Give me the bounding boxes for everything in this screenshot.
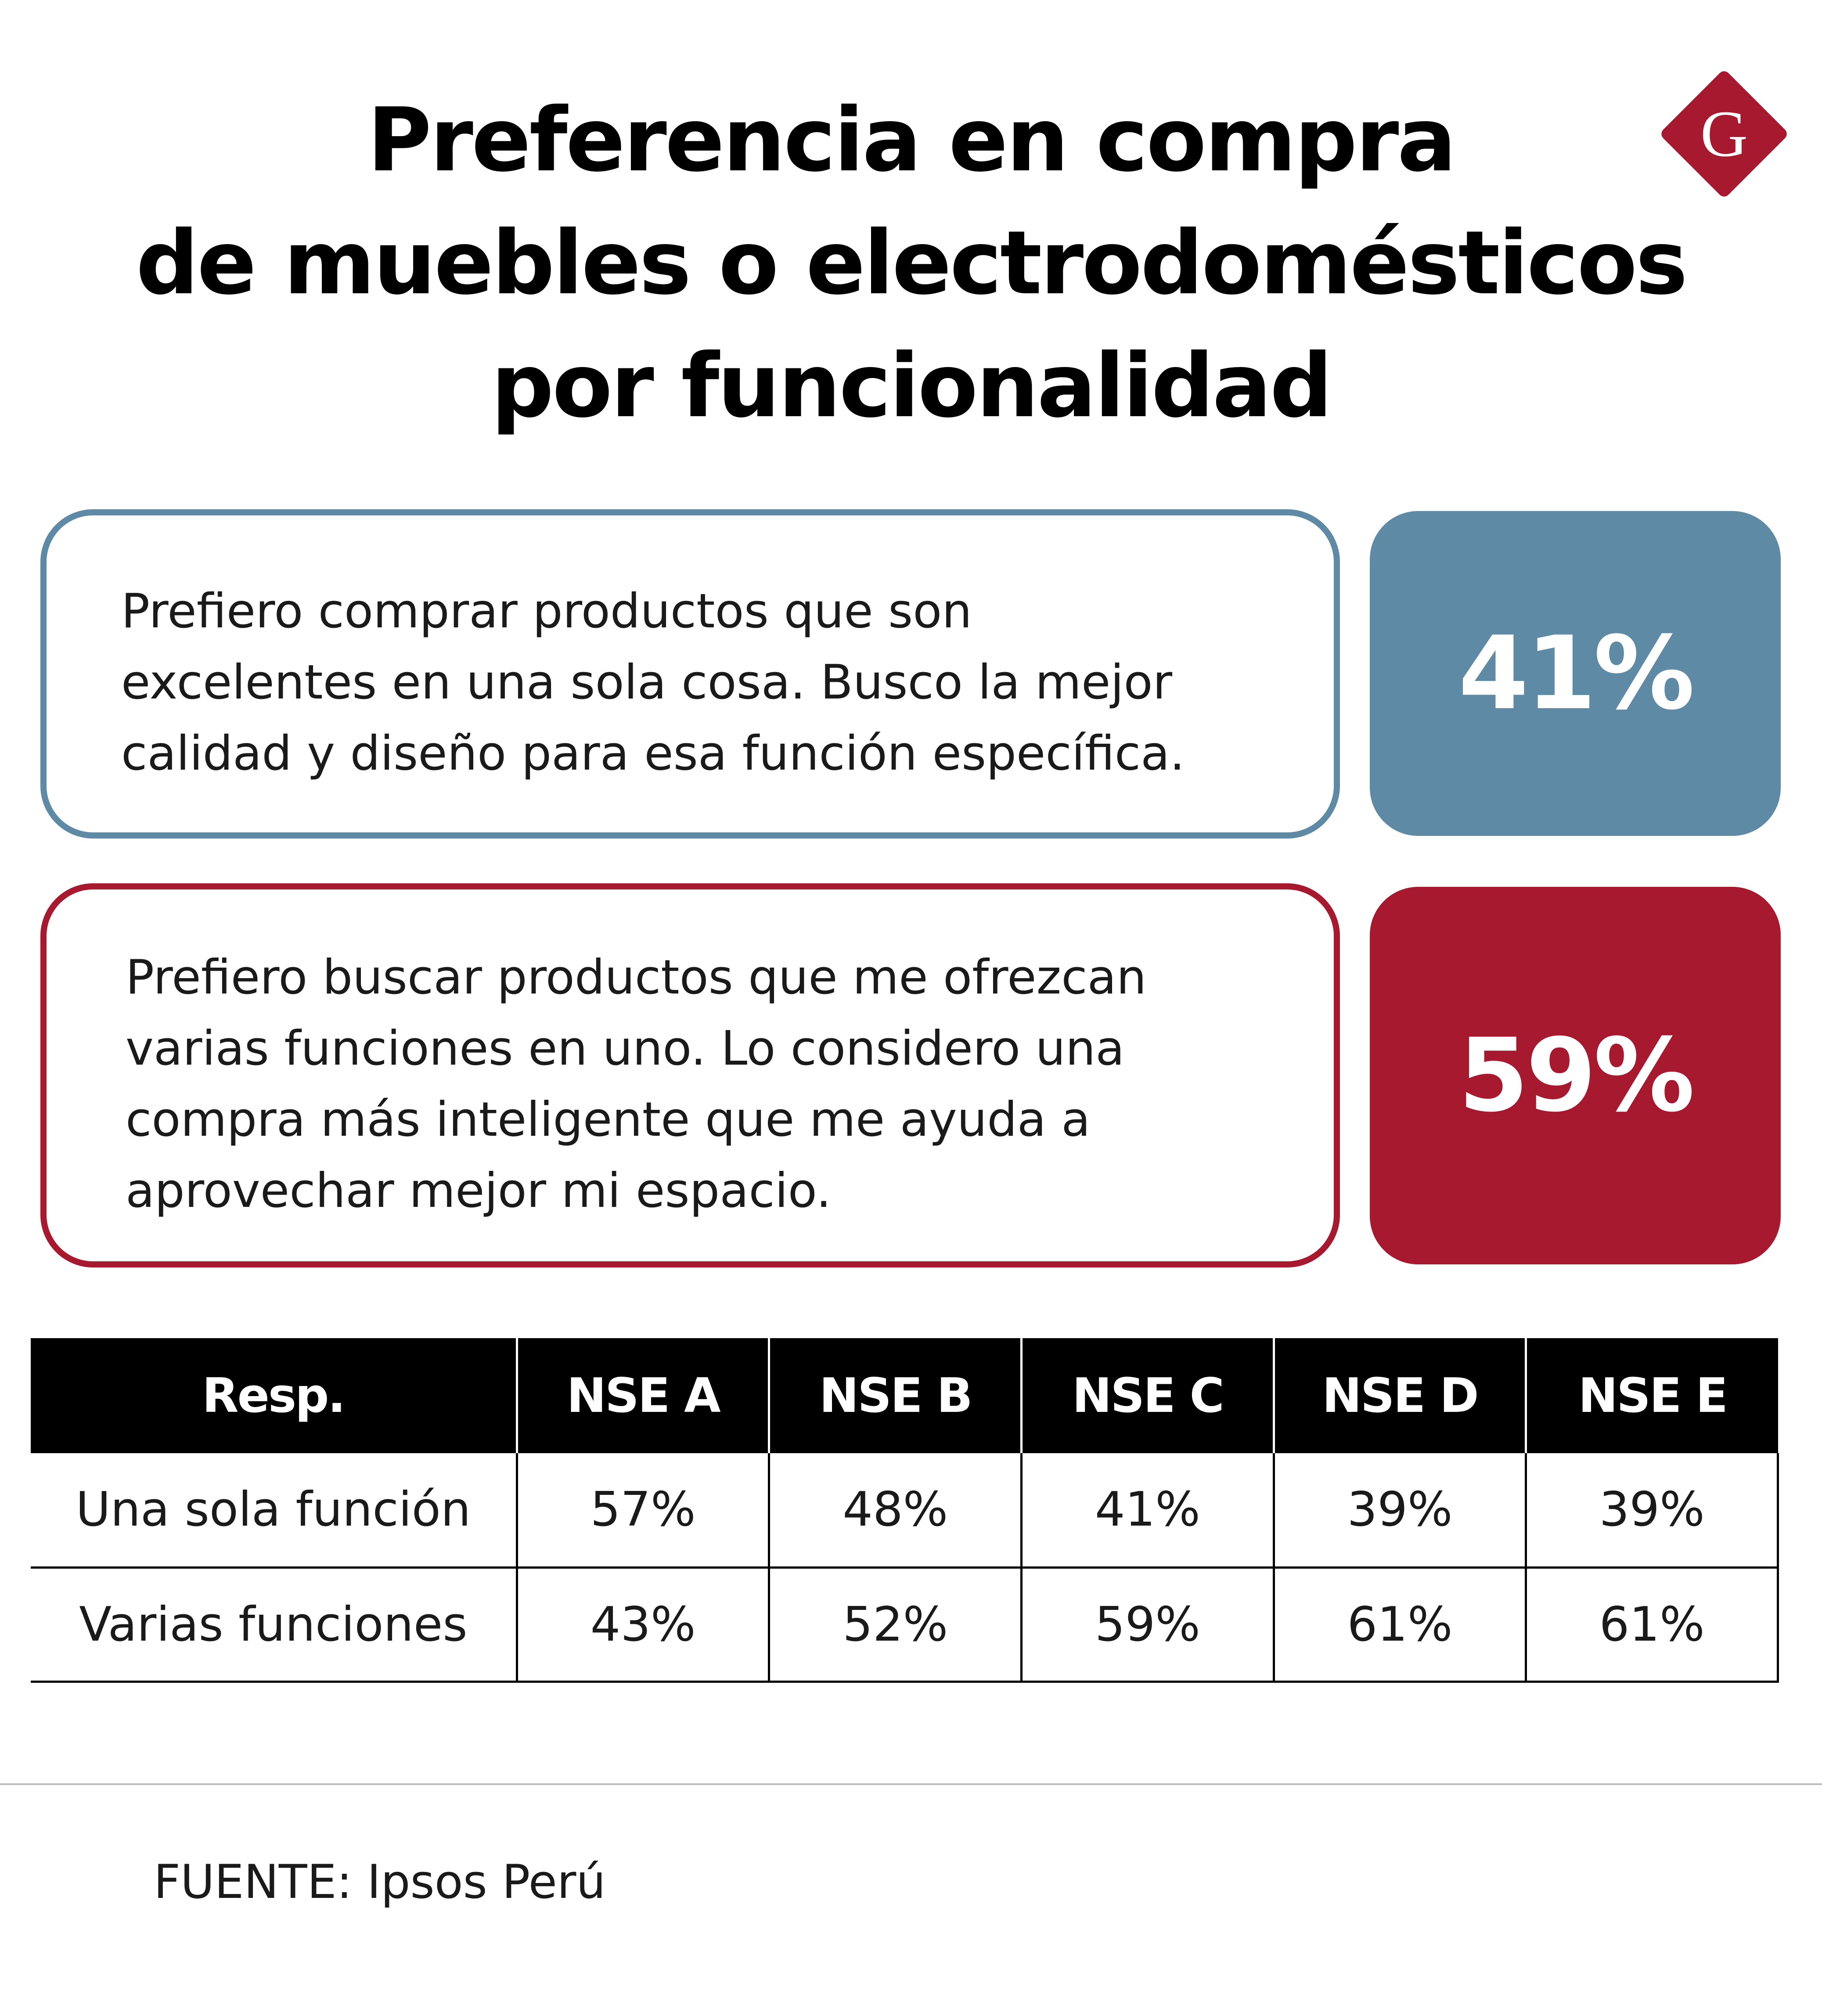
percent-box-multiple-functions: 59% — [1370, 887, 1781, 1264]
table-cell: 48% — [768, 1453, 1023, 1569]
table-cell: 59% — [1020, 1567, 1275, 1683]
table-cell: 41% — [1020, 1453, 1275, 1569]
statement-box-single-function: Prefiero comprar productos que son excel… — [40, 509, 1340, 839]
table-cell: 43% — [515, 1567, 771, 1683]
statement-line: varias funciones en uno. Lo considero un… — [126, 1021, 1125, 1076]
table-cell: 61% — [1525, 1567, 1779, 1683]
table-row: Varias funciones 43% 52% 59% 61% 61% — [31, 1567, 1779, 1683]
source-note: FUENTE: Ipsos Perú — [154, 1855, 606, 1909]
percent-value: 41% — [1458, 615, 1695, 732]
table-header-cell: NSE A — [515, 1338, 769, 1453]
statement-line: Prefiero comprar productos que son — [121, 584, 972, 639]
title-line-1: Preferencia en compra — [367, 89, 1457, 191]
statement-line: Prefiero buscar productos que me ofrezca… — [126, 950, 1147, 1005]
logo-diamond — [1661, 71, 1787, 197]
title-line-2: de muebles o electrodomésticos — [136, 212, 1688, 314]
table-cell: Varias funciones — [31, 1567, 518, 1683]
nse-table: Resp. NSE A NSE B NSE C NSE D NSE E Una … — [31, 1338, 1779, 1683]
divider — [0, 1783, 1822, 1785]
table-cell: 52% — [768, 1567, 1023, 1683]
statement-line: calidad y diseño para esa función especí… — [121, 726, 1185, 781]
percent-box-single-function: 41% — [1370, 511, 1781, 836]
table-header-cell: NSE E — [1525, 1338, 1778, 1453]
title-line-3: por funcionalidad — [491, 335, 1333, 437]
table-cell: 57% — [515, 1453, 771, 1569]
table-header-cell: NSE C — [1020, 1338, 1274, 1453]
table-row: Una sola función 57% 48% 41% 39% 39% — [31, 1453, 1779, 1569]
logo-letter: G — [1700, 97, 1748, 170]
table-header-cell: Resp. — [31, 1338, 517, 1453]
g-logo-icon: G — [1661, 71, 1787, 197]
statement-box-multiple-functions: Prefiero buscar productos que me ofrezca… — [40, 883, 1340, 1267]
table-cell: 39% — [1525, 1453, 1779, 1569]
statement-line: compra más inteligente que me ayuda a — [126, 1092, 1091, 1147]
statement-line: aprovechar mejor mi espacio. — [126, 1163, 832, 1218]
table-cell: Una sola función — [31, 1453, 518, 1569]
table-header-cell: NSE D — [1272, 1338, 1526, 1453]
percent-value: 59% — [1458, 1017, 1695, 1134]
table-cell: 39% — [1272, 1453, 1527, 1569]
table-cell: 61% — [1272, 1567, 1527, 1683]
statement-text: Prefiero buscar productos que me ofrezca… — [126, 942, 1146, 1227]
table-header-row: Resp. NSE A NSE B NSE C NSE D NSE E — [31, 1338, 1778, 1453]
statement-text: Prefiero comprar productos que son excel… — [121, 576, 1185, 789]
statement-line: excelentes en una sola cosa. Busco la me… — [121, 655, 1172, 710]
page-title: Preferencia en compra de muebles o elect… — [0, 79, 1822, 448]
table-header-cell: NSE B — [768, 1338, 1022, 1453]
